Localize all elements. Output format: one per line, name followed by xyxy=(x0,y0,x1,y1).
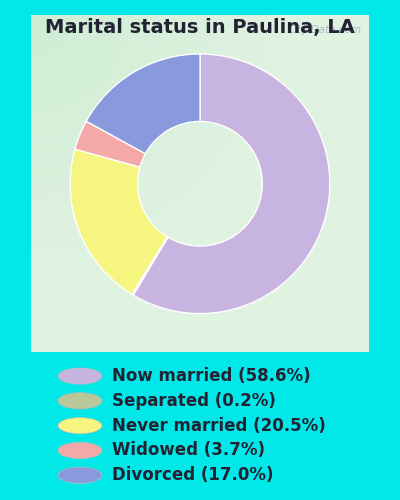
Wedge shape xyxy=(86,54,200,154)
Wedge shape xyxy=(132,237,168,295)
Wedge shape xyxy=(133,54,330,314)
Circle shape xyxy=(58,442,102,458)
Circle shape xyxy=(58,467,102,483)
Text: Now married (58.6%): Now married (58.6%) xyxy=(112,367,311,385)
Text: Marital status in Paulina, LA: Marital status in Paulina, LA xyxy=(45,18,355,36)
Circle shape xyxy=(58,418,102,434)
Circle shape xyxy=(58,393,102,409)
Text: Widowed (3.7%): Widowed (3.7%) xyxy=(112,442,265,460)
Text: Separated (0.2%): Separated (0.2%) xyxy=(112,392,276,410)
Wedge shape xyxy=(70,149,167,294)
Text: Never married (20.5%): Never married (20.5%) xyxy=(112,416,326,434)
Text: City-Data.com: City-Data.com xyxy=(288,25,362,35)
Wedge shape xyxy=(75,121,145,167)
Circle shape xyxy=(58,368,102,384)
Text: Divorced (17.0%): Divorced (17.0%) xyxy=(112,466,274,484)
